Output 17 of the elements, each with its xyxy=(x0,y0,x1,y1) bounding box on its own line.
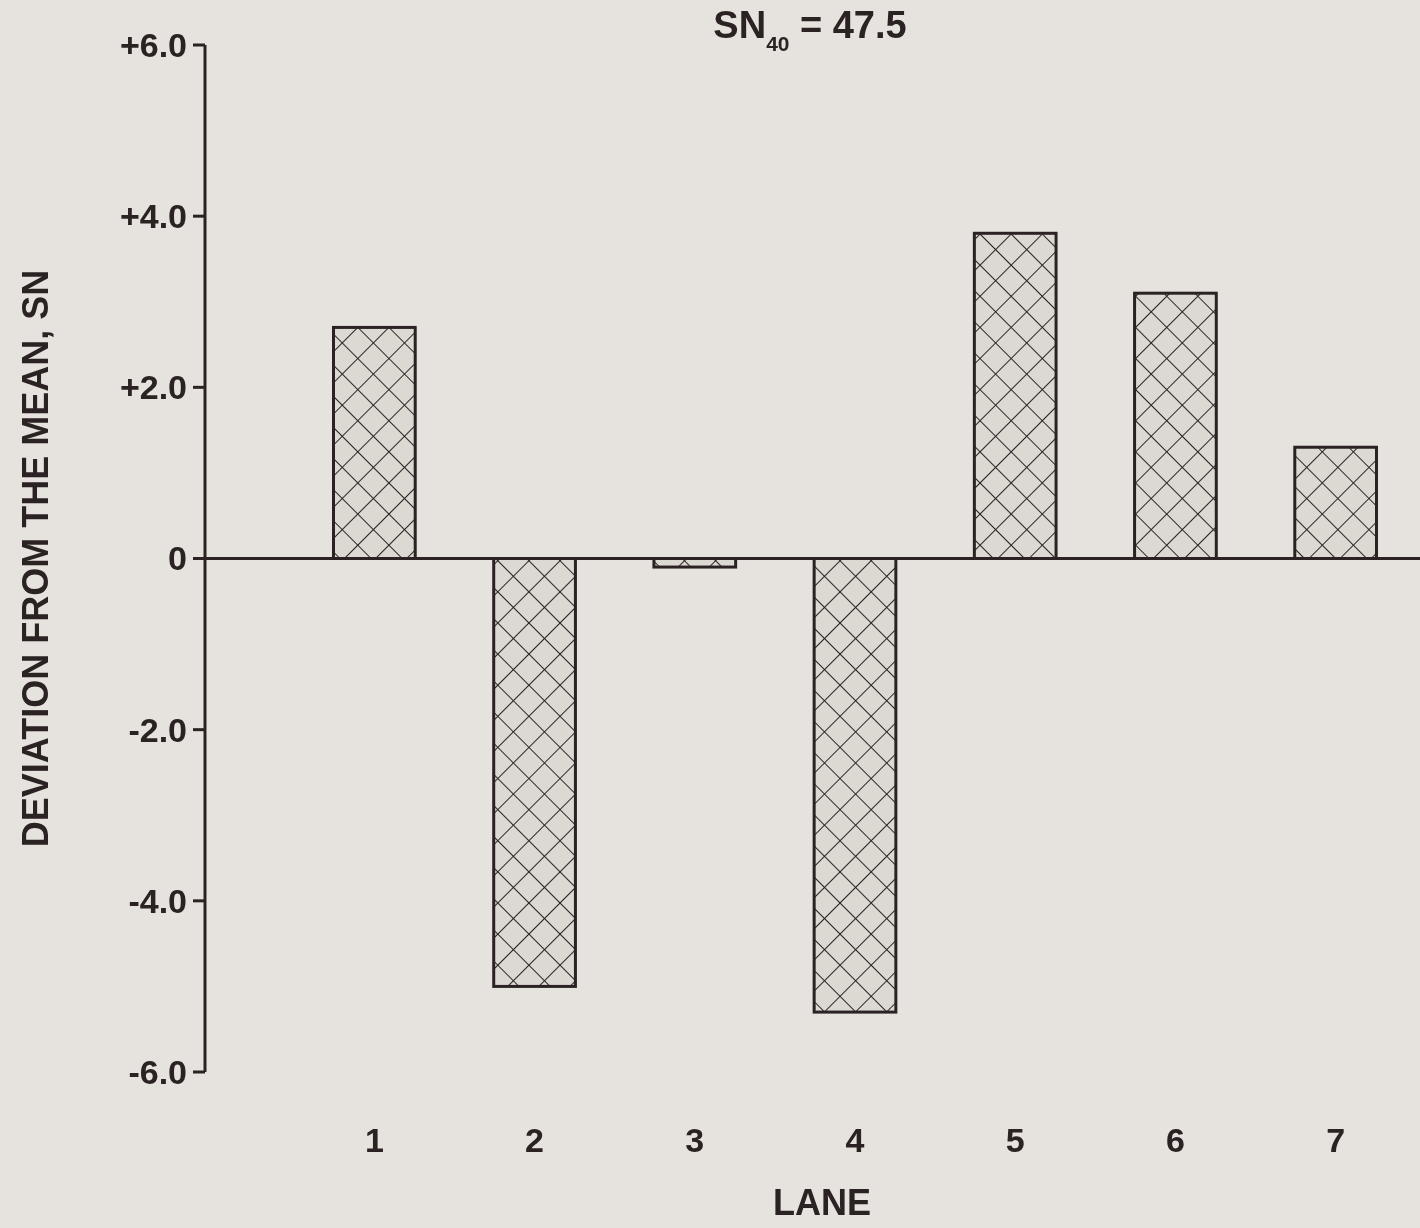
y-tick-label: -6.0 xyxy=(128,1052,187,1091)
x-tick-label: 5 xyxy=(1005,1121,1025,1159)
y-tick-label: 0 xyxy=(168,539,187,578)
y-axis-title: DEVIATION FROM THE MEAN, SN xyxy=(15,269,56,848)
x-tick-label: 6 xyxy=(1165,1121,1185,1159)
y-tick-label: +2.0 xyxy=(119,368,187,407)
y-tick-label: -4.0 xyxy=(128,881,187,920)
x-tick-label: 3 xyxy=(685,1121,705,1159)
x-tick-label: 4 xyxy=(845,1121,865,1159)
x-tick-label: 1 xyxy=(364,1121,384,1159)
x-axis-title: LANE xyxy=(773,1182,871,1223)
chart-title: SN$_{40}$ = 47.5 xyxy=(713,4,907,55)
x-tick-label: 7 xyxy=(1326,1121,1346,1159)
y-tick-label: +6.0 xyxy=(119,25,187,64)
y-tick-label: -2.0 xyxy=(128,710,187,749)
x-tick-label: 2 xyxy=(525,1121,545,1159)
y-tick-label: +4.0 xyxy=(119,197,187,236)
